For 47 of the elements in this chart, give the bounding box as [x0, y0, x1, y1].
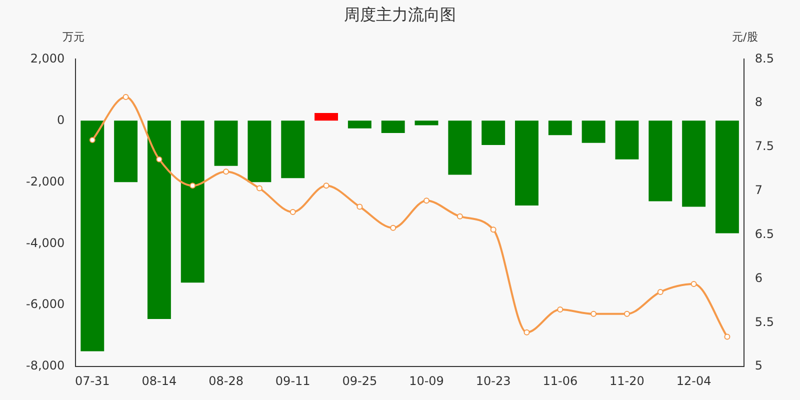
point	[424, 198, 430, 204]
x-tick-label: 07-31	[74, 374, 110, 388]
y2-axis-title: 元/股	[732, 30, 758, 44]
y2-tick-label: 7	[754, 183, 763, 198]
point	[256, 185, 262, 192]
y-axis-title: 万元	[62, 30, 85, 44]
point	[122, 94, 129, 100]
point	[524, 329, 530, 336]
point	[456, 213, 463, 220]
point	[490, 226, 496, 233]
point	[724, 334, 730, 340]
point	[624, 310, 630, 317]
x-tick-label: 08-14	[142, 374, 177, 388]
x-tick-label: 12-04	[676, 374, 712, 388]
y2-tick-label: 6	[754, 270, 763, 285]
x-tick-label: 10-09	[409, 374, 444, 388]
x-tick-label: 11-20	[610, 374, 644, 388]
x-tick-label: 09-11	[275, 374, 310, 388]
y-tick-label: 2,000	[30, 51, 65, 66]
x-tick-label: 09-25	[342, 374, 378, 388]
x-tick-label: 10-23	[476, 374, 511, 388]
y2-tick-label: 5	[754, 358, 763, 373]
y-tick-label: 0	[57, 112, 65, 127]
y-tick-label: -2,000	[26, 174, 65, 188]
y2-tick-label: 6.5	[754, 226, 774, 241]
chart-title: 周度主力流向图	[344, 4, 456, 24]
point	[190, 182, 196, 189]
point	[356, 204, 363, 210]
point	[89, 137, 96, 144]
y2-tick-label: 5.5	[754, 314, 774, 329]
y2-tick-label: 8.5	[754, 51, 774, 66]
point	[223, 168, 230, 175]
y-tick-label: -4,000	[26, 236, 65, 250]
y-tick-label: -8,000	[26, 358, 65, 373]
point	[590, 310, 597, 317]
point	[690, 281, 697, 288]
y-tick-label: -6,000	[26, 297, 65, 312]
y2-tick-label: 7.5	[754, 139, 774, 154]
point	[657, 288, 664, 295]
y2-tick-label: 8	[754, 95, 763, 110]
x-tick-label: 08-28	[208, 374, 244, 388]
x-tick-label: 11-06	[542, 374, 578, 388]
point	[557, 306, 564, 313]
point	[323, 182, 330, 189]
point	[390, 224, 396, 231]
point	[156, 156, 162, 162]
point	[290, 209, 296, 216]
